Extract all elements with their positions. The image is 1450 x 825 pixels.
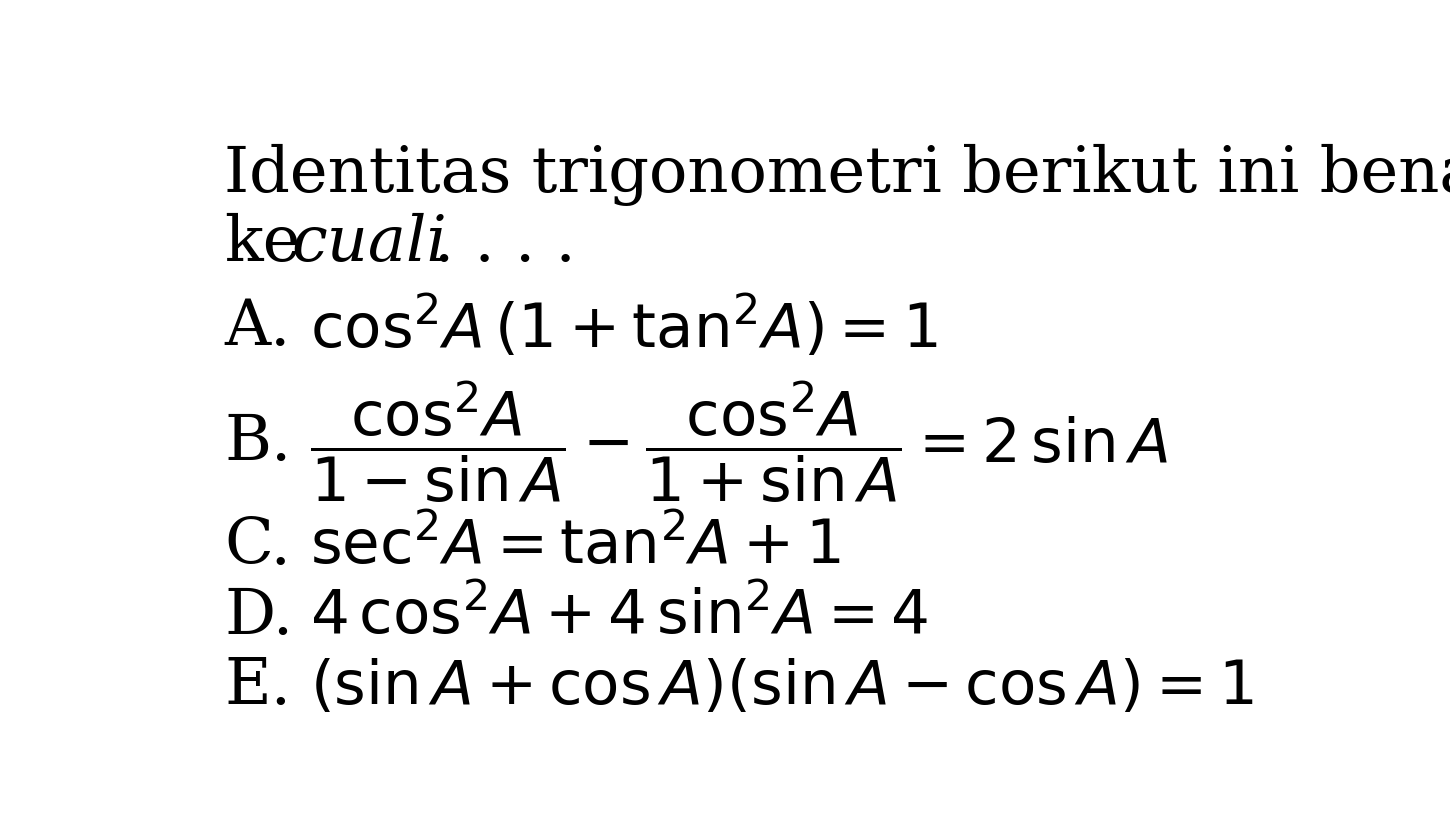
- Text: Identitas trigonometri berikut ini benar,: Identitas trigonometri berikut ini benar…: [223, 144, 1450, 205]
- Text: . . . .: . . . .: [434, 214, 576, 275]
- Text: ke: ke: [223, 214, 300, 275]
- Text: C.: C.: [223, 516, 291, 578]
- Text: B.: B.: [223, 412, 291, 473]
- Text: D.: D.: [223, 587, 293, 648]
- Text: $(\mathrm{sin}\, A + \mathrm{cos}\, A)(\mathrm{sin}\, A - \mathrm{cos}\, A) = 1$: $(\mathrm{sin}\, A + \mathrm{cos}\, A)(\…: [310, 657, 1254, 717]
- Text: A.: A.: [223, 297, 290, 358]
- Text: E.: E.: [223, 656, 291, 717]
- Text: cuali: cuali: [291, 214, 447, 275]
- Text: $4\,\mathrm{cos}^2 A + 4\,\mathrm{sin}^2 A = 4$: $4\,\mathrm{cos}^2 A + 4\,\mathrm{sin}^2…: [310, 587, 928, 647]
- Text: $\mathrm{cos}^2 A\,(1 + \mathrm{tan}^2 A) = 1$: $\mathrm{cos}^2 A\,(1 + \mathrm{tan}^2 A…: [310, 295, 938, 361]
- Text: $\mathrm{sec}^2 A = \mathrm{tan}^2 A + 1$: $\mathrm{sec}^2 A = \mathrm{tan}^2 A + 1…: [310, 516, 841, 577]
- Text: $\dfrac{\mathrm{cos}^2 A}{1 - \mathrm{sin}\, A} - \dfrac{\mathrm{cos}^2 A}{1 + \: $\dfrac{\mathrm{cos}^2 A}{1 - \mathrm{si…: [310, 380, 1169, 505]
